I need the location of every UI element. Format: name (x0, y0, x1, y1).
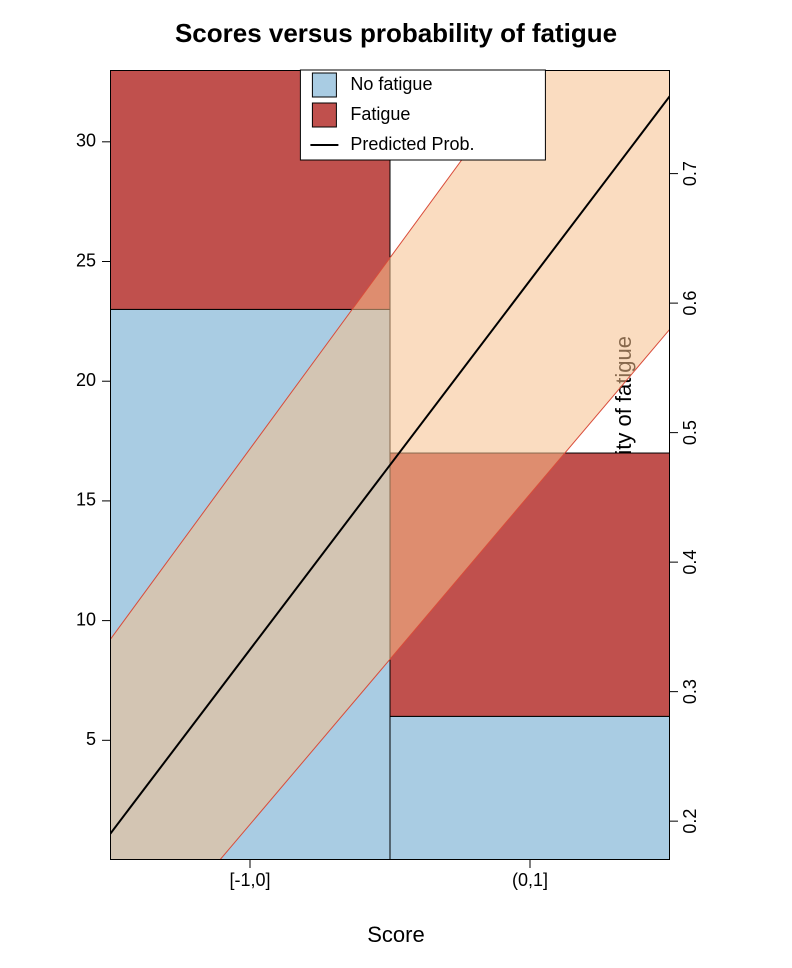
legend-swatch (312, 103, 336, 127)
ytick-left: 25 (76, 250, 96, 270)
chart-title: Scores versus probability of fatigue (0, 18, 792, 49)
ytick-right: 0.6 (680, 291, 700, 316)
plot-area: 510152025300.20.30.40.50.60.7[-1,0](0,1]… (110, 70, 670, 860)
ytick-right: 0.4 (680, 550, 700, 575)
legend-label: Predicted Prob. (350, 134, 474, 154)
ytick-left: 20 (76, 370, 96, 390)
ytick-left: 30 (76, 131, 96, 151)
ytick-right: 0.2 (680, 809, 700, 834)
legend-label: Fatigue (350, 104, 410, 124)
bar-no-fatigue (390, 716, 670, 860)
ytick-left: 5 (86, 729, 96, 749)
legend: No fatigue Fatigue Predicted Prob. (300, 70, 545, 160)
legend-swatch (312, 73, 336, 97)
ytick-right: 0.5 (680, 420, 700, 445)
xtick-label: (0,1] (512, 870, 548, 890)
chart-container: Scores versus probability of fatigue Sco… (0, 0, 792, 968)
x-axis-label: Score (0, 922, 792, 948)
xtick-label: [-1,0] (229, 870, 270, 890)
ytick-left: 15 (76, 490, 96, 510)
ytick-right: 0.7 (680, 161, 700, 186)
legend-label: No fatigue (350, 74, 432, 94)
ytick-right: 0.3 (680, 679, 700, 704)
ytick-left: 10 (76, 609, 96, 629)
